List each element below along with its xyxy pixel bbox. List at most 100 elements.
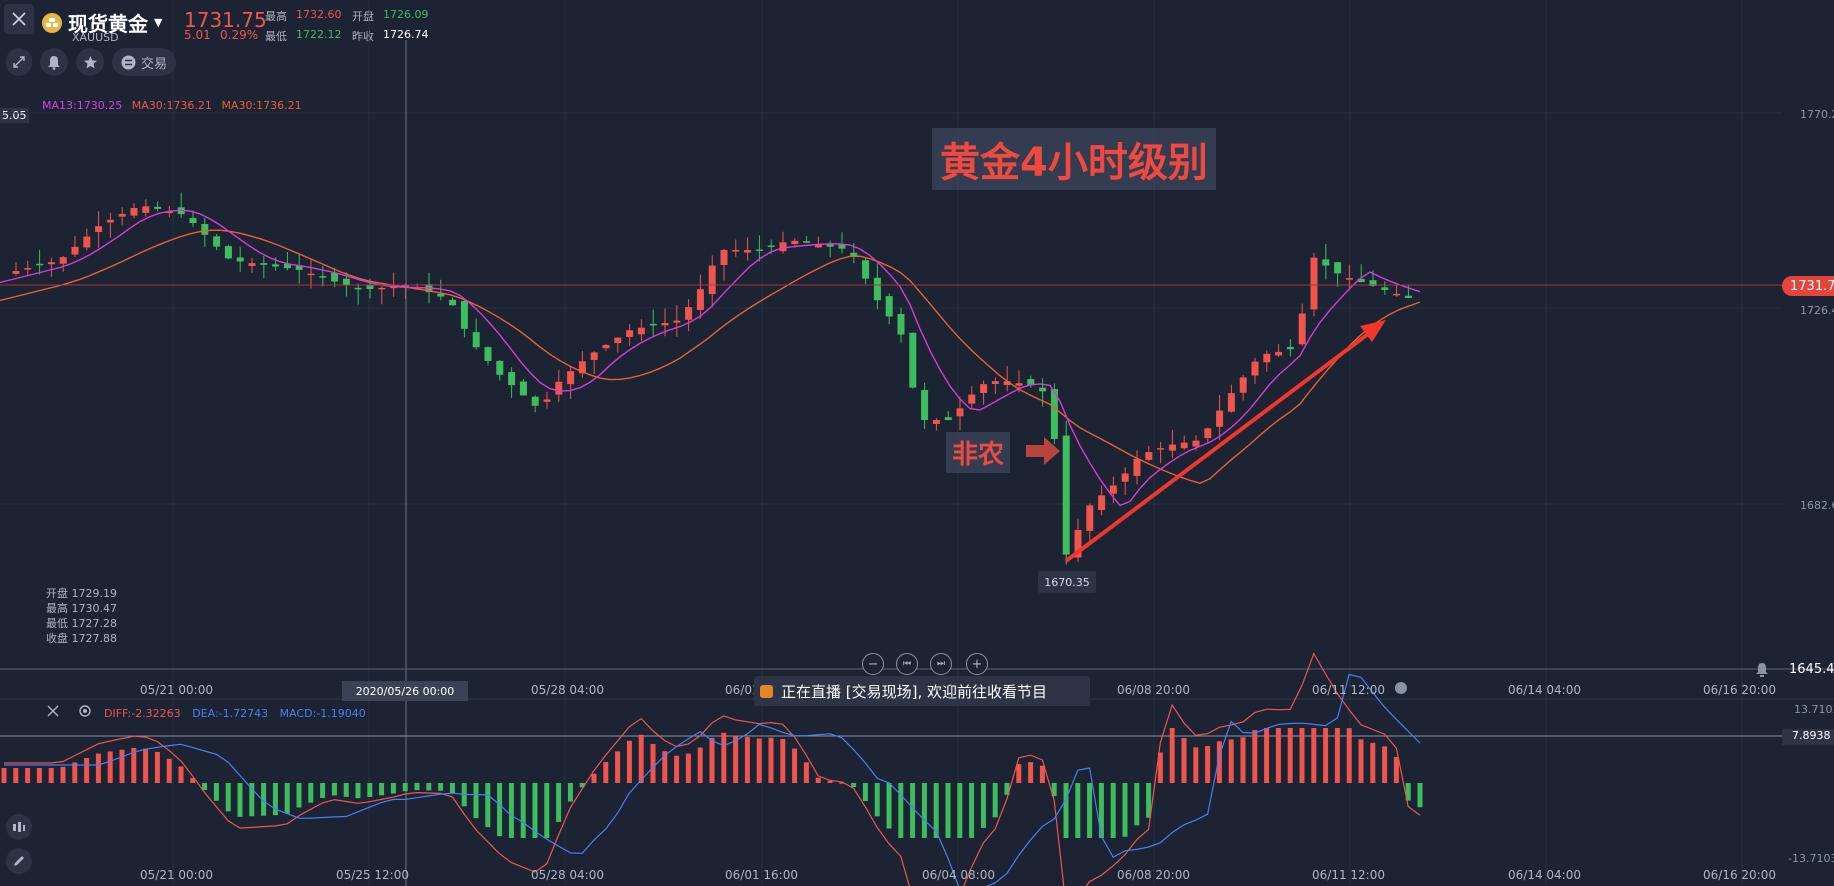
candle-body [236, 257, 244, 262]
macd-bar [544, 783, 550, 838]
macd-bar [567, 783, 573, 802]
macd-bar [1311, 728, 1317, 783]
candle-body [331, 272, 339, 282]
macd-bar [969, 783, 975, 838]
ma30-value-orange: MA30:1736.21 [221, 99, 302, 112]
stat-value-open: 1726.09 [383, 8, 429, 21]
candle-body [649, 323, 657, 326]
candle-body [956, 408, 964, 417]
macd-bar [709, 737, 715, 783]
live-icon [760, 684, 773, 698]
trade-button[interactable]: 交易 [112, 48, 176, 76]
indicator-icon [13, 822, 25, 832]
candle-body [744, 250, 752, 253]
candle-body [519, 381, 527, 396]
macd-y-top: 13.7103 [1794, 703, 1834, 716]
y-axis-label: 1726.4 [1800, 304, 1834, 317]
macd-bar [650, 743, 656, 783]
macd-bar [390, 783, 396, 794]
favorite-button[interactable] [76, 48, 104, 76]
zoom-in-button[interactable]: + [966, 653, 988, 675]
candle-body [826, 243, 834, 247]
macd-bar [815, 777, 821, 783]
macd-bar [780, 738, 786, 783]
candle-body [1003, 381, 1011, 386]
chart-grid [0, 0, 1782, 886]
macd-histogram [1, 728, 1423, 838]
macd-bar [1346, 728, 1352, 783]
macd-close-button[interactable] [46, 703, 60, 722]
ma30-value-red: MA30:1736.21 [131, 99, 212, 112]
candle-body [1121, 473, 1129, 482]
macd-legend: DIFF:-2.32263 DEA:-1.72743 MACD:-1.19040 [104, 707, 366, 720]
candle-body [213, 236, 221, 247]
macd-bar [190, 777, 196, 783]
alert-button[interactable] [40, 48, 68, 76]
compress-button[interactable] [6, 48, 32, 76]
macd-bar [367, 783, 373, 798]
candle-body [1334, 262, 1342, 274]
macd-bar [1169, 728, 1175, 783]
candle-body [1286, 346, 1294, 350]
candle-body [567, 371, 575, 385]
zoom-out-button[interactable]: − [862, 653, 884, 675]
macd-bar [60, 766, 66, 783]
macd-bar [1098, 783, 1104, 838]
close-button[interactable] [4, 4, 34, 34]
candle-body [319, 276, 327, 278]
macd-bar [1193, 747, 1199, 783]
candle-body [1180, 442, 1188, 449]
macd-macd-value: MACD:-1.19040 [279, 707, 366, 720]
candle-body [248, 263, 256, 267]
candle-body [673, 320, 681, 323]
bell-icon [48, 55, 60, 70]
symbol-selector[interactable]: 现货黄金 ▼ [42, 8, 162, 37]
macd-bar [143, 748, 149, 783]
macd-bar [556, 783, 562, 822]
scroll-first-button[interactable]: ⏮ [896, 653, 918, 675]
trend-arrow [1064, 320, 1386, 563]
candle-body [791, 240, 799, 245]
close-icon [47, 705, 59, 717]
macd-bar [213, 783, 219, 801]
candle-body [862, 260, 870, 279]
annotation-nonfarm: 非农 [946, 432, 1011, 473]
scroll-dot-button[interactable] [1395, 682, 1407, 694]
macd-bar [721, 732, 727, 783]
macd-bar [225, 783, 231, 812]
candle-body [685, 307, 693, 320]
candle-body [83, 236, 91, 248]
alarm-button[interactable] [1752, 660, 1772, 680]
candle-body [118, 213, 126, 217]
macd-bar [1228, 739, 1234, 783]
time-label: 06/08 20:00 [1117, 868, 1190, 882]
draw-button[interactable] [6, 848, 32, 874]
time-label: 06/01 16:00 [725, 868, 798, 882]
macd-bar [320, 783, 326, 798]
macd-diff-value: DIFF:-2.32263 [104, 707, 181, 720]
macd-bar [331, 783, 337, 796]
y-axis-label: 1682.6 [1800, 499, 1834, 512]
indicator-button[interactable] [6, 814, 32, 840]
macd-bar [107, 751, 113, 783]
macd-bar [638, 734, 644, 783]
macd-dea-value: DEA:-1.72743 [192, 707, 269, 720]
scroll-last-button[interactable]: ⏭ [930, 653, 952, 675]
candle-body [732, 250, 740, 252]
ohlc-row: 开盘 1729.19 [46, 587, 117, 600]
candle-body [71, 246, 79, 255]
ma13-line [0, 209, 1421, 507]
annotation-title: 黄金4小时级别 [932, 128, 1216, 190]
candle-body [1369, 280, 1377, 286]
live-banner[interactable]: 正在直播 [交易现场], 欢迎前往收看节目 [754, 676, 1090, 706]
macd-bar [1181, 738, 1187, 783]
candle-body [1393, 293, 1401, 296]
low-price-tag: 1670.35 [1038, 571, 1096, 593]
alarm-icon [1756, 663, 1768, 677]
macd-bar [48, 768, 54, 783]
macd-settings-button[interactable] [78, 703, 92, 722]
macd-bar [1358, 739, 1364, 783]
candle-body [449, 299, 457, 306]
candle-body [614, 337, 622, 344]
